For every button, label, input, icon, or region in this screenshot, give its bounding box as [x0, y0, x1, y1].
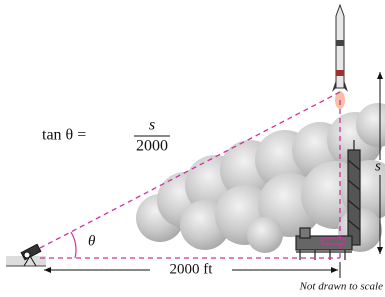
- height-label: s: [375, 158, 381, 174]
- angle-label: θ: [88, 233, 96, 249]
- formula-lhs: tan θ =: [42, 127, 86, 144]
- angle-arc: [71, 232, 76, 258]
- distance-label: 2000 ft: [170, 261, 214, 277]
- diagram: 2000 ft s θ tan θ = s 2000 Not drawn to …: [0, 0, 385, 297]
- formula-denominator: 2000: [136, 138, 168, 155]
- note: Not drawn to scale: [299, 281, 384, 293]
- formula-numerator: s: [149, 117, 155, 134]
- rocket: [332, 5, 348, 109]
